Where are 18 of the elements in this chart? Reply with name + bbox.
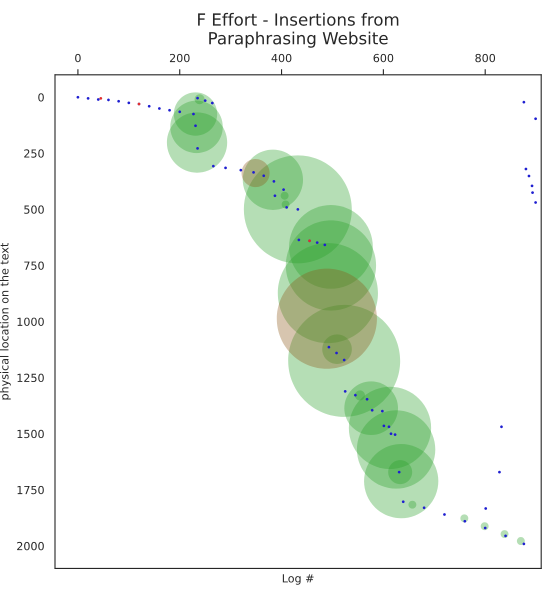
y-tick-label: 0 [38,93,44,102]
y-tick-label: 1500 [18,430,44,438]
y-tick-label: 750 [24,261,44,270]
x-tick-label: 600 [374,54,394,62]
x-tick-label: 0 [75,54,81,62]
y-axis-title: physical location on the text [0,242,11,400]
y-tick-label: 2000 [17,542,44,550]
x-axis-title: Log # [282,574,314,585]
y-tick-label: 1750 [18,486,44,494]
x-tick-label: 200 [170,54,190,62]
y-tick-label: 1000 [18,318,44,326]
chart-title: F Effort - Insertions from Paraphrasing Website [198,12,398,48]
x-tick-label: 800 [475,54,496,62]
point [99,96,102,100]
y-tick-label: 1250 [18,374,44,382]
y-tick-label: 500 [24,205,44,214]
x-tick-label: 400 [271,54,292,62]
y-tick-label: 250 [24,149,44,158]
